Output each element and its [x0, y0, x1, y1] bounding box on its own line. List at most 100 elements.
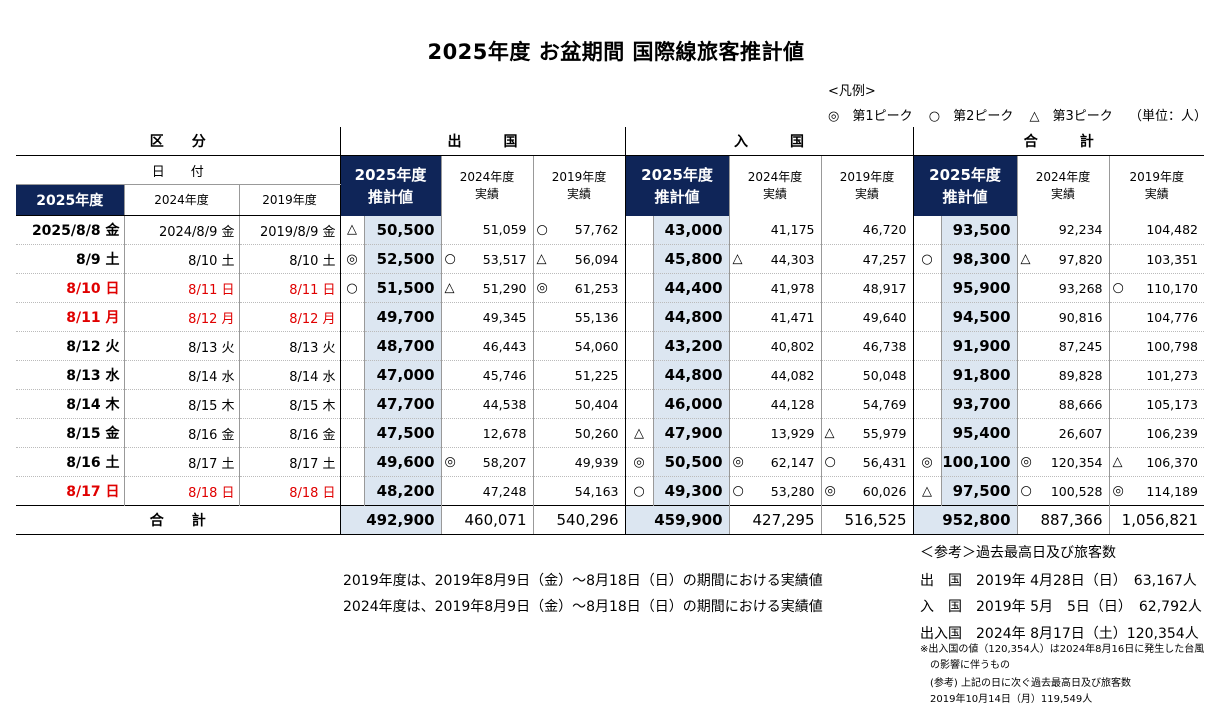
arr-2025-value: 43,000 [653, 215, 730, 245]
tot-2025-mark [913, 389, 942, 419]
arr-2024-value: 41,978 [729, 273, 822, 303]
tot-2025-value: 94,500 [941, 302, 1018, 332]
tot-2024-value: 87,245 [1017, 331, 1110, 361]
tot-2024-value: ○ 100,528 [1017, 476, 1110, 506]
header-row-2: 日 付 2025年度 推計値 2024年度 実績 2019年度 実績 2025年… [16, 155, 1204, 216]
note-2019: 2019年度は、2019年8月9日（金）～8月18日（日）の期間における実績値 [343, 573, 823, 589]
arr-2019-l2: 実績 [855, 186, 880, 201]
dep-2019-value-text: 61,253 [574, 280, 619, 296]
tot-2024-value: 88,666 [1017, 389, 1110, 419]
table-row: 8/13 水 8/14 水 8/14 水 47,000 45,746 51,225 44,8… [16, 360, 1205, 390]
tot-2019-value-text: 104,482 [1146, 222, 1199, 238]
total-arr-2024: 427,295 [729, 505, 822, 535]
dep-2019-value-text: 51,225 [574, 367, 619, 383]
arr-2025-mark [625, 360, 654, 390]
tot-2019-value-text: 110,170 [1146, 280, 1199, 296]
tot-2019-value: ○ 110,170 [1109, 273, 1205, 303]
dep-2024-mark: △ [444, 280, 455, 296]
total-dep-2019: 540,296 [533, 505, 626, 535]
dep-2024-value: ○ 53,517 [441, 244, 534, 274]
arr-2019-header: 2019年度 実績 [821, 155, 914, 216]
total-all-2019: 1,056,821 [1109, 505, 1205, 535]
dep-2019-value: △ 56,094 [533, 244, 626, 274]
date-2025: 8/10 日 [16, 273, 125, 303]
footnote-4: 2019年10月14日（月）119,549人 [920, 694, 1093, 705]
tot-2024-value-text: 100,528 [1050, 483, 1103, 499]
arr-2024-value: △ 44,303 [729, 244, 822, 274]
total-all-2024: 887,366 [1017, 505, 1110, 535]
date-2024: 8/16 金 [124, 418, 240, 448]
arr-2019-value: 49,640 [821, 302, 914, 332]
tot-2019-value: △ 106,370 [1109, 447, 1205, 477]
date-2025: 8/17 日 [16, 476, 125, 506]
arr-2025-mark [625, 389, 654, 419]
reference-departure: 出 国 2019年 4月28日（日） 63,167人 [920, 573, 1197, 589]
dep-2024-value: △ 51,290 [441, 273, 534, 303]
tot-2025-value: 91,800 [941, 360, 1018, 390]
tot-2019-header: 2019年度 実績 [1109, 156, 1204, 216]
footnote-1: ※出入国の値（120,354人）は2024年8月16日に発生した台風 [920, 644, 1205, 655]
tot-2025-value: 100,100 [941, 447, 1018, 477]
tot-2024-mark: ◎ [1020, 454, 1032, 470]
table-row: 8/14 木 8/15 木 8/15 木 47,700 44,538 50,404 46,0… [16, 389, 1205, 419]
dep-2025-value: 47,500 [364, 418, 442, 448]
legend-second-peak: ○ 第2ピーク [928, 109, 1014, 124]
tot-2024-value-text: 120,354 [1050, 454, 1103, 470]
date-2025: 8/15 金 [16, 418, 125, 448]
dep-2019-header: 2019年度 実績 [533, 155, 626, 216]
arr-2025-mark [625, 331, 654, 361]
dep-2024-value: 44,538 [441, 389, 534, 419]
tot-2019-mark: ○ [1112, 280, 1124, 296]
arr-2025-value: 43,200 [653, 331, 730, 361]
arr-2019-value-text: 47,257 [862, 251, 907, 267]
dep-2024-value: ◎ 58,207 [441, 447, 534, 477]
arr-2024-mark: ○ [732, 483, 744, 499]
tot-2024-value: 92,234 [1017, 215, 1110, 245]
tot-2019-value-text: 101,273 [1146, 367, 1199, 383]
legend-first-peak: ◎ 第1ピーク [828, 109, 913, 124]
tot-2024-value-text: 89,828 [1058, 367, 1103, 383]
date-2025: 8/9 土 [16, 244, 125, 274]
date-2019: 8/13 火 [239, 331, 341, 361]
dep-2025-value: 52,500 [364, 244, 442, 274]
reference-heading: ＜参考＞過去最高日及び旅客数 [920, 545, 1116, 561]
arr-2024-value-text: 44,128 [770, 396, 815, 412]
arr-2024-value: 44,128 [729, 389, 822, 419]
total-row: 合 計 492,900 460,071 540,296 459,900 427,… [16, 505, 1205, 535]
arr-2019-value-text: 50,048 [862, 367, 907, 383]
arr-est-l2: 推計値 [654, 187, 700, 206]
tot-2019-mark: ◎ [1112, 483, 1124, 499]
dep-2025-mark [340, 302, 365, 332]
dep-2024-mark: ○ [444, 251, 456, 267]
dep-2024-value-text: 51,290 [482, 280, 527, 296]
date-2025: 8/13 水 [16, 360, 125, 390]
tot-2025-mark [913, 273, 942, 303]
dep-2025-value: 49,600 [364, 447, 442, 477]
tot-2019-value: 104,482 [1109, 215, 1205, 245]
tot-2025-value: 98,300 [941, 244, 1018, 274]
dep-2024-value-text: 53,517 [482, 251, 527, 267]
arrival-header: 入 国 [625, 127, 914, 156]
arr-2025-mark [625, 302, 654, 332]
total-arr-2025: 459,900 [625, 505, 730, 535]
dep-2019-value-text: 50,260 [574, 425, 619, 441]
dep-2025-value: 47,000 [364, 360, 442, 390]
arr-2024-value: 41,175 [729, 215, 822, 245]
date-2024: 2024/8/9 金 [124, 215, 240, 245]
tot-2024-value-text: 90,816 [1058, 309, 1103, 325]
tot-2019-l2: 実績 [1144, 186, 1169, 201]
tot-2024-value-text: 97,820 [1058, 251, 1103, 267]
dep-est-l1: 2025年度 [354, 165, 427, 184]
arr-2025-value: 44,800 [653, 360, 730, 390]
tot-2025-mark [913, 215, 942, 245]
arr-2024-mark: ◎ [732, 454, 744, 470]
dep-2025-value: 51,500 [364, 273, 442, 303]
page-title: 2025年度 お盆期間 国際線旅客推計値 [427, 40, 805, 64]
dep-2025-mark: △ [340, 215, 365, 245]
arr-2024-l1: 2024年度 [747, 169, 803, 184]
date-2024: 8/11 日 [124, 273, 240, 303]
arr-2019-value-text: 49,640 [862, 309, 907, 325]
col-2025-header: 2025年度 [16, 184, 125, 216]
dep-2019-value: 55,136 [533, 302, 626, 332]
arr-2019-value: △ 55,979 [821, 418, 914, 448]
